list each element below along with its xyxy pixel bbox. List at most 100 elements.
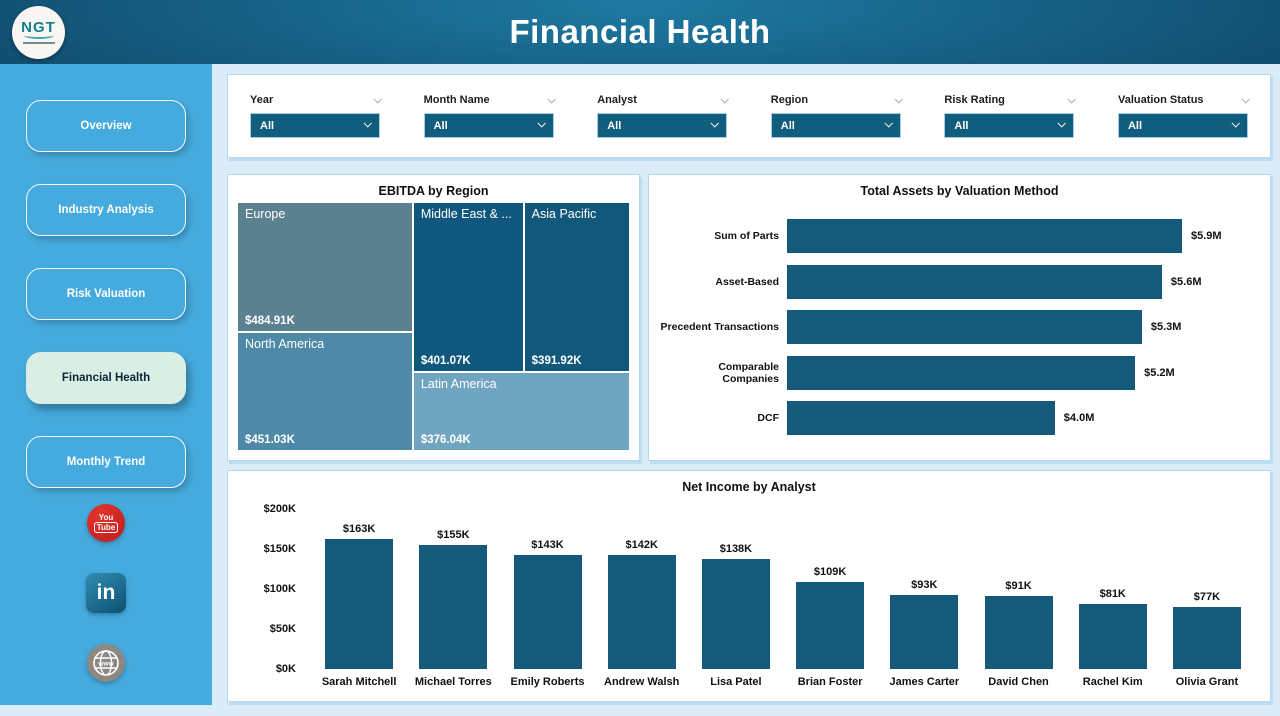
column-bar-michael-torres[interactable] xyxy=(419,545,488,669)
column-slot-michael-torres: $155K Michael Torres xyxy=(406,501,500,695)
total-assets-chart: Sum of Parts $5.9M Asset-Based $5.6M Precede… xyxy=(659,219,1258,435)
tile-value: $451.03K xyxy=(245,434,295,446)
slicer-dropdown-analyst[interactable]: All xyxy=(597,113,728,138)
column-bar-sarah-mitchell[interactable] xyxy=(325,538,394,669)
total-assets-panel: Total Assets by Valuation Method Sum of … xyxy=(648,174,1271,461)
column-bar-rachel-kim[interactable] xyxy=(1078,604,1147,669)
slicer-dropdown-month-name[interactable]: All xyxy=(423,113,554,138)
column-category-label: James Carter xyxy=(889,676,960,688)
slicer-dropdown-risk-rating[interactable]: All xyxy=(944,113,1075,138)
treemap-tile-middle-east[interactable]: Middle East & ... $401.07K xyxy=(413,203,523,371)
sidebar-item-overview[interactable]: Overview xyxy=(26,100,186,152)
sidebar-item-risk-valuation[interactable]: Risk Valuation xyxy=(26,268,186,320)
bar-sum-of-parts[interactable] xyxy=(787,219,1182,253)
slicer-dropdown-region[interactable]: All xyxy=(770,113,901,138)
slicer-label: Year xyxy=(250,94,274,106)
bar-comparable-companies[interactable] xyxy=(787,355,1136,390)
bar-dcf[interactable] xyxy=(787,401,1055,435)
bar-asset-based[interactable] xyxy=(787,264,1162,299)
tile-value: $391.92K xyxy=(531,354,582,367)
tile-value: $376.04K xyxy=(420,434,471,446)
youtube-label-bottom: Tube xyxy=(93,522,119,533)
bar-category-label: Comparable Companies xyxy=(718,360,779,385)
bar-track: $4.0M xyxy=(787,401,1258,435)
column-bar-olivia-grant[interactable] xyxy=(1172,607,1241,669)
column-slot-lisa-patel: $138K Lisa Patel xyxy=(689,501,783,695)
slicer-label: Valuation Status xyxy=(1117,94,1204,106)
bar-track: $5.2M xyxy=(787,355,1258,390)
sidebar-item-industry-analysis[interactable]: Industry Analysis xyxy=(26,184,186,236)
treemap-tile-asia-pacific[interactable]: Asia Pacific $391.92K xyxy=(524,203,629,371)
slicer-label: Region xyxy=(770,94,809,106)
column-bar-james-carter[interactable] xyxy=(890,594,959,669)
column-value-label: $142K xyxy=(625,539,658,552)
bar-value-label: $5.3M xyxy=(1150,321,1182,333)
treemap-tile-north-america[interactable]: North America $451.03K xyxy=(238,332,412,450)
column-value-label: $155K xyxy=(437,529,470,541)
slicer-header-valuation-status: Valuation Status xyxy=(1117,94,1250,106)
bar-row-precedent-transactions: Precedent Transactions $5.3M xyxy=(659,310,1258,344)
page-title: Financial Health xyxy=(509,13,771,50)
sidebar-nav: Overview Industry Analysis Risk Valuation F… xyxy=(0,64,212,488)
bar-track: $5.3M xyxy=(787,310,1258,344)
company-logo: NGT xyxy=(12,6,65,59)
slicer-header-risk-rating: Risk Rating xyxy=(944,94,1077,106)
column-value-label: $109K xyxy=(813,565,847,578)
slicer-value: All xyxy=(954,119,969,132)
sidebar: Overview Industry Analysis Risk Valuation F… xyxy=(0,64,212,705)
chevron-down-icon[interactable] xyxy=(1241,95,1250,104)
tile-label: Latin America xyxy=(420,376,497,391)
column-slot-andrew-walsh: $142K Andrew Walsh xyxy=(595,501,689,695)
column-bar-lisa-patel[interactable] xyxy=(701,558,770,669)
chevron-down-icon[interactable] xyxy=(1067,95,1077,104)
website-icon[interactable]: www xyxy=(87,644,125,682)
treemap-right-column: Middle East & ... $401.07K Asia Pacific $39… xyxy=(413,203,629,450)
bar-track: $5.9M xyxy=(787,219,1258,253)
youtube-icon[interactable]: You Tube xyxy=(87,504,125,542)
chevron-down-icon[interactable] xyxy=(720,95,730,104)
column-slot-david-chen: $91K David Chen xyxy=(971,501,1065,695)
y-tick-label: $100K xyxy=(263,583,296,595)
treemap-tile-europe[interactable]: Europe $484.91K xyxy=(238,203,412,331)
slicer-label: Analyst xyxy=(597,94,637,106)
column-bar-david-chen[interactable] xyxy=(984,596,1053,669)
column-bar-emily-roberts[interactable] xyxy=(513,554,582,669)
chevron-down-icon xyxy=(537,119,546,128)
sidebar-item-monthly-trend[interactable]: Monthly Trend xyxy=(26,436,186,488)
youtube-label-top: You xyxy=(98,513,114,522)
globe-icon: www xyxy=(93,650,119,676)
tile-value: $484.91K xyxy=(245,314,295,327)
sidebar-item-financial-health[interactable]: Financial Health xyxy=(26,352,186,404)
column-value-label: $138K xyxy=(719,542,753,555)
linkedin-icon[interactable]: in xyxy=(86,573,126,613)
bar-row-dcf: DCF $4.0M xyxy=(659,401,1258,435)
column-bar-andrew-walsh[interactable] xyxy=(607,555,676,669)
slicer-dropdown-valuation-status[interactable]: All xyxy=(1117,113,1248,138)
header: NGT Financial Health xyxy=(0,0,1280,64)
treemap-left-column: Europe $484.91K North America $451.03K xyxy=(238,203,412,450)
slicer-header-analyst: Analyst xyxy=(597,94,730,106)
logo-swoosh-icon xyxy=(23,32,54,39)
bar-category-label: DCF xyxy=(757,412,779,424)
filter-panel: Year All Month Name All Analyst All Region All R… xyxy=(227,74,1271,158)
linkedin-label: in xyxy=(96,581,116,604)
slicer-value: All xyxy=(780,119,795,132)
bar-category-label: Precedent Transactions xyxy=(660,321,779,333)
slicer-valuation-status: Valuation Status All xyxy=(1117,94,1250,138)
bar-row-comparable-companies: Comparable Companies $5.2M xyxy=(659,355,1258,390)
chevron-down-icon[interactable] xyxy=(373,95,382,104)
column-value-label: $93K xyxy=(911,578,938,591)
column-bar-brian-foster[interactable] xyxy=(796,581,865,669)
treemap-tile-latin-america[interactable]: Latin America $376.04K xyxy=(413,372,629,450)
treemap-right-top-row: Middle East & ... $401.07K Asia Pacific $39… xyxy=(413,203,629,371)
tile-label: Europe xyxy=(245,207,286,221)
tile-label: Asia Pacific xyxy=(531,207,597,221)
bar-precedent-transactions[interactable] xyxy=(787,310,1142,344)
chevron-down-icon[interactable] xyxy=(894,95,903,104)
slicer-dropdown-year[interactable]: All xyxy=(250,113,380,138)
column-slot-james-carter: $93K James Carter xyxy=(877,501,971,695)
tile-label: Middle East & ... xyxy=(420,207,512,221)
slicer-analyst: Analyst All xyxy=(597,94,730,138)
column-category-label: Rachel Kim xyxy=(1082,676,1143,688)
chevron-down-icon[interactable] xyxy=(547,95,556,104)
